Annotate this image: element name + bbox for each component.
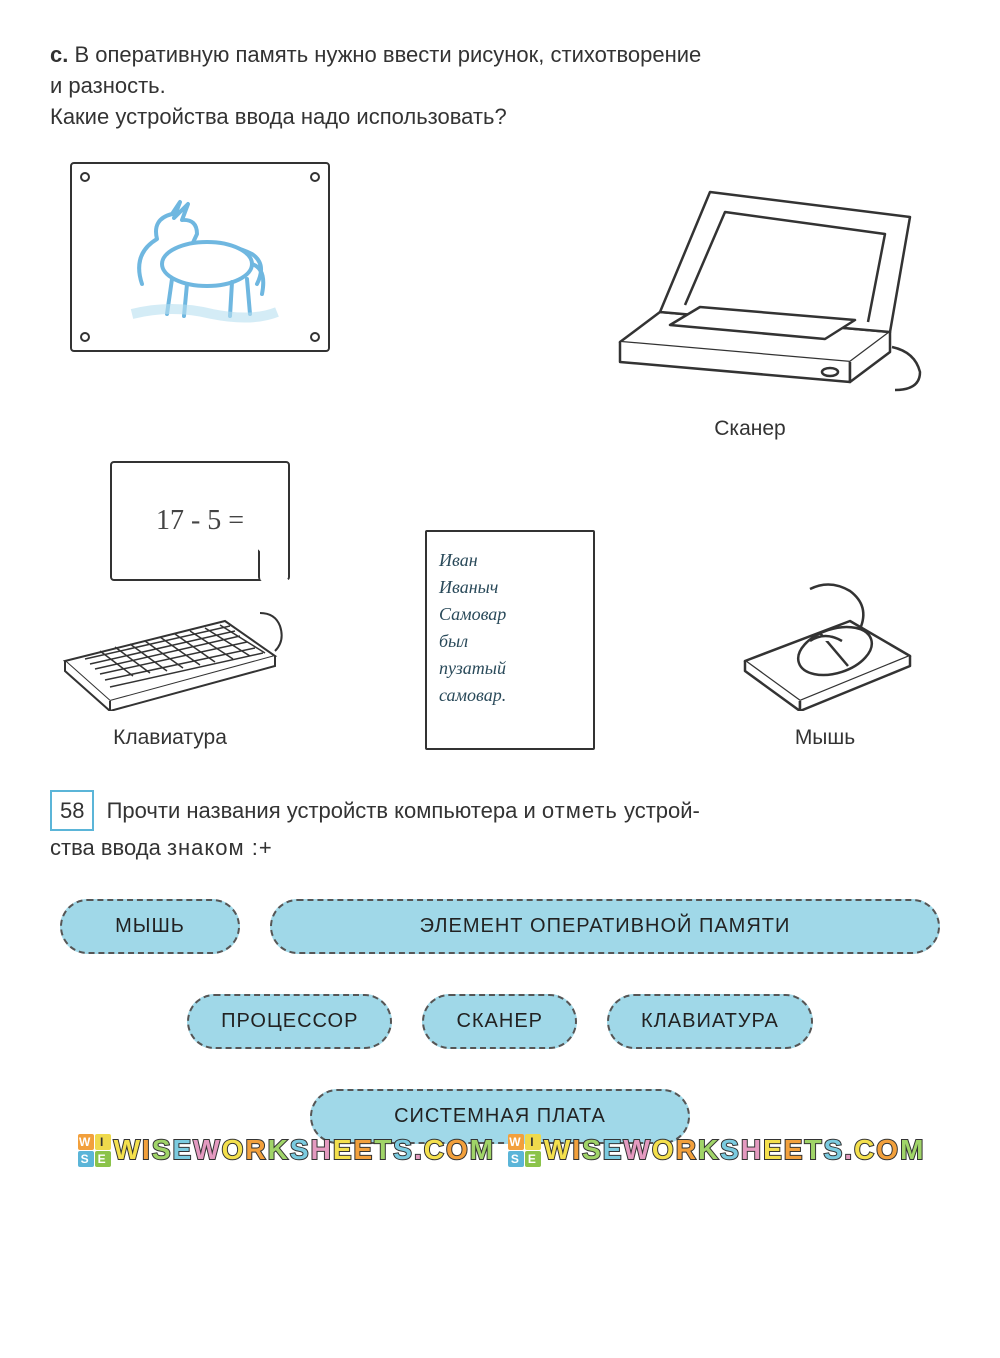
intro-line2: и разность. bbox=[50, 73, 166, 98]
chip-ram[interactable]: ЭЛЕМЕНТ ОПЕРАТИВНОЙ ПАМЯТИ bbox=[270, 899, 940, 954]
intro-line1: В оперативную память нужно ввести рисуно… bbox=[74, 42, 701, 67]
task58-text-a: Прочти названия устройств компьютера и bbox=[107, 798, 542, 823]
task-c-intro: c. В оперативную память нужно ввести рис… bbox=[50, 40, 950, 132]
chip-cpu[interactable]: ПРОЦЕССОР bbox=[187, 994, 392, 1049]
poem-block: Иван Иваныч Самовар был пузатый самовар. bbox=[425, 530, 595, 750]
scanner-block: Сканер bbox=[570, 162, 930, 441]
task-number-box: 58 bbox=[50, 790, 94, 831]
math-note: 17 - 5 = bbox=[110, 461, 290, 581]
mouse-label: Мышь bbox=[730, 726, 920, 750]
task58-text-b: отметь bbox=[542, 798, 618, 823]
poem-line: Иваныч bbox=[439, 574, 581, 601]
task-marker: c. bbox=[50, 42, 68, 67]
task58-line2b: знаком :+ bbox=[167, 835, 273, 860]
mouse-icon bbox=[730, 571, 920, 711]
poem-sheet: Иван Иваныч Самовар был пузатый самовар. bbox=[425, 530, 595, 750]
watermark: WISEWISEWORKSHEETS.COM WISEWISEWORKSHEET… bbox=[0, 1126, 1000, 1174]
keyboard-label: Клавиатура bbox=[50, 726, 290, 750]
poem-line: пузатый bbox=[439, 655, 581, 682]
mouse-block: Мышь bbox=[730, 571, 920, 750]
row-picture-scanner: Сканер bbox=[50, 162, 950, 441]
scanner-label: Сканер bbox=[570, 417, 930, 441]
keyboard-block: 17 - 5 = Клавиатура bbox=[50, 461, 290, 750]
intro-line3: Какие устройства ввода надо использовать… bbox=[50, 104, 507, 129]
math-text: 17 - 5 = bbox=[156, 505, 244, 537]
chip-mouse[interactable]: МЫШЬ bbox=[60, 899, 240, 954]
picture-frame bbox=[70, 162, 330, 352]
scanner-icon bbox=[570, 162, 930, 402]
task58-line2a: ства ввода bbox=[50, 835, 167, 860]
chip-scanner[interactable]: СКАНЕР bbox=[422, 994, 577, 1049]
row-kb-notes-mouse: 17 - 5 = Клавиатура Иван Иваныч Самовар … bbox=[50, 461, 950, 750]
poem-line: Иван bbox=[439, 547, 581, 574]
task58-text-c: устрой- bbox=[618, 798, 700, 823]
poem-line: самовар. bbox=[439, 682, 581, 709]
poem-line: Самовар bbox=[439, 601, 581, 628]
poem-line: был bbox=[439, 628, 581, 655]
chip-keyboard[interactable]: КЛАВИАТУРА bbox=[607, 994, 813, 1049]
keyboard-icon bbox=[55, 601, 285, 711]
horse-icon bbox=[102, 184, 302, 334]
task-58: 58 Прочти названия устройств компьютера … bbox=[50, 790, 950, 864]
